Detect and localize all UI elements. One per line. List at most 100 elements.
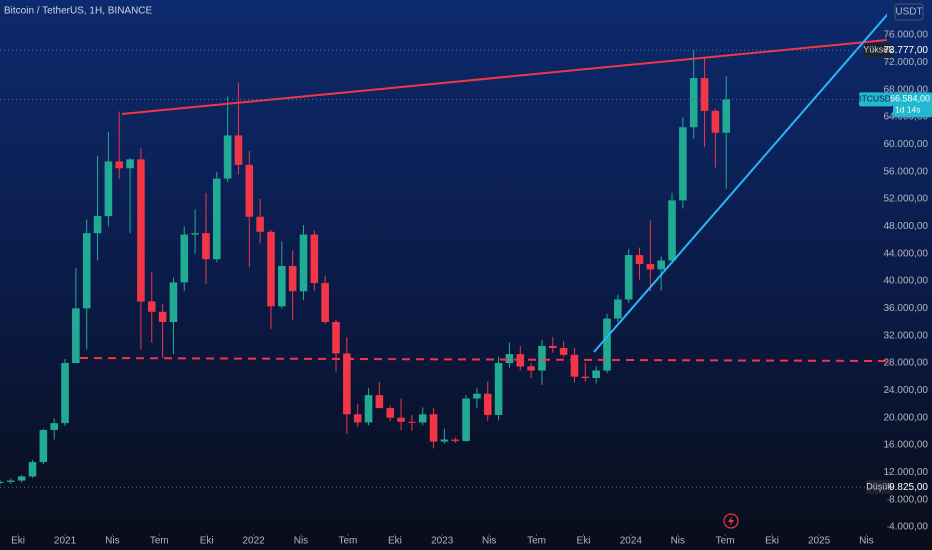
candle-body: [267, 231, 275, 307]
candle-body: [624, 255, 633, 300]
x-tick-label: Nis: [105, 536, 119, 547]
candle-body: [473, 393, 481, 399]
candle-body: [711, 110, 720, 133]
candle-body: [50, 423, 58, 430]
drawings: [79, 13, 887, 362]
candle-body: [180, 234, 189, 283]
candle-body: [353, 414, 362, 423]
candle-body: [104, 161, 113, 217]
x-tick-label: Nis: [294, 536, 308, 547]
candle-body: [7, 480, 15, 482]
candle-body: [61, 363, 69, 424]
candle-body: [256, 216, 264, 232]
x-tick-label: 2021: [54, 536, 77, 547]
x-tick-label: Nis: [671, 536, 685, 547]
y-tick-label: 20.000,00: [884, 412, 929, 423]
candle-body: [592, 370, 600, 379]
candle-body: [386, 408, 395, 418]
low-value: 9.825,00: [889, 482, 928, 493]
candle-body: [429, 414, 438, 442]
y-tick-label: 68.000,00: [884, 84, 929, 95]
y-tick-label: 52.000,00: [884, 194, 929, 205]
candle-body: [679, 127, 687, 201]
candle-body: [115, 161, 124, 169]
candle-body: [527, 366, 535, 371]
candle-body: [646, 263, 655, 270]
y-tick-label: 8.000,00: [889, 494, 928, 505]
countdown-label: 1d 14s: [895, 105, 921, 115]
high-value: 73.777,00: [884, 45, 929, 56]
candle-body: [223, 135, 232, 179]
x-tick-label: 2022: [243, 536, 266, 547]
candle-body: [278, 265, 286, 307]
last-price-box: [893, 92, 932, 118]
candle-body: [310, 234, 319, 284]
candle-body: [483, 393, 492, 415]
candle-body: [126, 159, 134, 169]
candle-body: [0, 481, 4, 483]
candle-body: [722, 99, 731, 133]
candle-body: [234, 135, 243, 165]
candle-body: [549, 345, 557, 348]
support-line: [79, 357, 887, 362]
candle-body: [137, 159, 145, 302]
y-tick-label: 12.000,00: [884, 467, 929, 478]
y-tick-label: 48.000,00: [884, 221, 929, 232]
candle-body: [299, 234, 308, 292]
candle-body: [668, 200, 676, 261]
candle-body: [440, 439, 449, 442]
x-tick-label: Nis: [859, 536, 873, 547]
y-tick-label: 16.000,00: [884, 440, 929, 451]
candle-body: [462, 398, 470, 441]
candle-body: [158, 311, 167, 323]
candle-body: [657, 260, 665, 270]
candle-body: [169, 282, 178, 323]
events-icon[interactable]: [723, 513, 739, 529]
currency-button[interactable]: [894, 3, 924, 21]
resistance-trendline: [121, 39, 887, 115]
y-tick-label: 24.000,00: [884, 385, 929, 396]
events-icon-bolt: [728, 516, 734, 526]
x-tick-label: Eki: [577, 536, 591, 547]
candle-body: [397, 417, 405, 422]
x-tick-label: Tem: [150, 536, 169, 547]
candle-body: [93, 216, 102, 234]
x-tick-label: Tem: [338, 536, 357, 547]
candle-body: [321, 283, 329, 323]
y-tick-label: 40.000,00: [884, 276, 929, 287]
candle-body: [147, 301, 156, 312]
currency-label[interactable]: USDT: [895, 7, 922, 18]
rising-trendline: [593, 13, 887, 353]
candle-body: [82, 233, 91, 309]
y-tick-label: 56.000,00: [884, 166, 929, 177]
y-tick-label: 76.000,00: [884, 30, 929, 41]
candle-body: [418, 414, 427, 423]
x-tick-label: 2025: [808, 536, 831, 547]
x-tick-label: 2023: [431, 536, 454, 547]
y-tick-label: 32.000,00: [884, 330, 929, 341]
x-tick-label: Eki: [200, 536, 214, 547]
x-tick-label: 2024: [620, 536, 643, 547]
candle-body: [28, 462, 37, 477]
candle-body: [570, 354, 579, 377]
x-tick-label: Tem: [716, 536, 735, 547]
candle-body: [603, 318, 611, 371]
symbol-label: BTCUSDT: [856, 94, 896, 104]
high-name: Yüksek: [863, 45, 893, 55]
y-tick-label: 44.000,00: [884, 248, 929, 259]
x-tick-label: Tem: [527, 536, 546, 547]
candle-body: [343, 353, 351, 415]
plot-area: [0, 50, 731, 485]
last-price-label: 66.584,00: [890, 94, 930, 104]
candle-body: [689, 78, 698, 128]
candle-body: [581, 376, 590, 379]
candle-body: [332, 322, 340, 354]
high-name-box: [864, 43, 892, 58]
candle-body: [72, 308, 80, 364]
symbol-title: Bitcoin / TetherUS, 1H, BINANCE: [4, 6, 153, 17]
x-tick-label: Eki: [388, 536, 402, 547]
x-tick-label: Eki: [11, 536, 25, 547]
candle-body: [700, 78, 709, 111]
candle-body: [538, 345, 546, 371]
